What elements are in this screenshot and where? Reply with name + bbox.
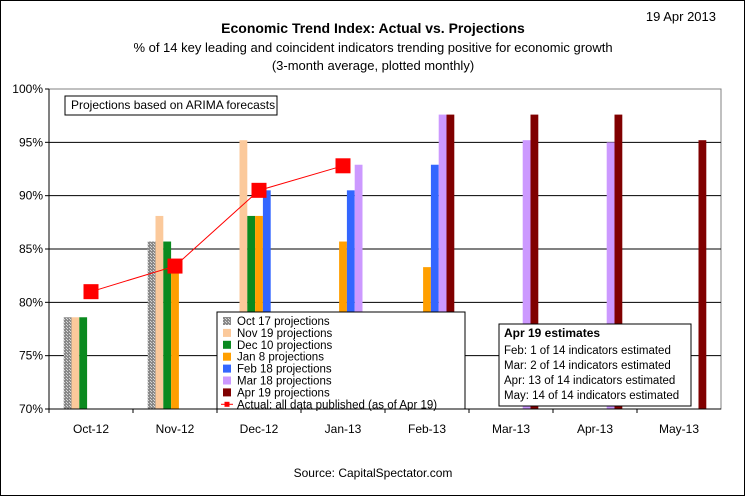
y-tick-label: 95% — [19, 135, 43, 149]
x-tick-label: Oct-12 — [73, 422, 109, 436]
y-tick-label: 100% — [12, 82, 43, 96]
y-tick-label: 70% — [19, 402, 43, 416]
chart-date: 19 Apr 2013 — [646, 9, 716, 24]
y-tick-label: 85% — [19, 242, 43, 256]
legend-swatch — [223, 352, 231, 361]
legend-swatch — [223, 376, 231, 385]
legend-label: Dec 10 projections — [237, 340, 332, 352]
x-tick-label: Feb-13 — [408, 422, 446, 436]
note-box: Projections based on ARIMA forecasts — [64, 95, 278, 116]
actual-point — [251, 182, 267, 198]
actual-series-line — [90, 165, 344, 293]
legend-swatch — [223, 388, 231, 397]
estimate-line: May: 14 of 14 indicators estimated — [504, 390, 679, 402]
bar — [606, 142, 615, 410]
bar — [63, 317, 72, 409]
x-tick-label: Mar-13 — [492, 422, 530, 436]
estimate-line: Mar: 2 of 14 indicators estimated — [504, 360, 671, 372]
actual-point — [83, 284, 99, 300]
x-tick-label: Apr-13 — [577, 422, 613, 436]
note-text: Projections based on ARIMA forecasts — [71, 98, 275, 112]
bar — [155, 215, 164, 409]
bar — [614, 114, 623, 409]
bar — [346, 190, 355, 409]
bar — [354, 164, 363, 409]
legend-label: Feb 18 projections — [237, 364, 332, 376]
actual-point — [335, 158, 351, 174]
legend-label: Apr 19 projections — [237, 387, 330, 399]
actual-point — [167, 258, 183, 274]
legend-label: Oct 17 projections — [237, 316, 330, 328]
legend-swatch — [223, 364, 231, 373]
chart-title: Economic Trend Index: Actual vs. Project… — [221, 20, 525, 36]
bar — [239, 140, 248, 409]
bar — [446, 114, 455, 409]
legend-label: Jan 8 projections — [237, 352, 324, 364]
estimates-box: Apr 19 estimates Feb: 1 of 14 indicators… — [498, 323, 692, 407]
bar — [438, 114, 447, 409]
bar — [698, 140, 707, 409]
estimate-line: Feb: 1 of 14 indicators estimated — [504, 345, 671, 357]
bar — [71, 317, 80, 409]
legend-label: Actual: all data published (as of Apr 19… — [237, 399, 437, 411]
x-tick-label: May-13 — [659, 422, 699, 436]
bar — [262, 190, 271, 409]
chart-subtitle-2: (3-month average, plotted monthly) — [272, 58, 474, 73]
legend-swatch — [223, 340, 231, 349]
estimate-line: Apr: 13 of 14 indicators estimated — [504, 375, 675, 387]
bar — [430, 164, 439, 409]
y-tick-label: 75% — [19, 349, 43, 363]
legend-label: Mar 18 projections — [237, 376, 332, 388]
legend-actual-marker — [224, 401, 230, 407]
bar — [522, 140, 531, 409]
x-tick-label: Nov-12 — [156, 422, 195, 436]
bar — [79, 317, 88, 409]
bar — [147, 241, 156, 409]
y-tick-label: 90% — [19, 189, 43, 203]
legend-swatch — [223, 328, 231, 337]
chart-source: Source: CapitalSpectator.com — [294, 466, 453, 480]
bar — [171, 267, 179, 409]
x-tick-label: Jan-13 — [325, 422, 362, 436]
bar — [163, 241, 172, 409]
legend-label: Nov 19 projections — [237, 328, 332, 340]
estimates-title: Apr 19 estimates — [504, 326, 600, 340]
y-tick-label: 80% — [19, 295, 43, 309]
legend-swatch — [223, 317, 231, 325]
bar — [530, 114, 539, 409]
x-tick-label: Dec-12 — [240, 422, 279, 436]
chart-subtitle: % of 14 key leading and coincident indic… — [133, 40, 612, 55]
